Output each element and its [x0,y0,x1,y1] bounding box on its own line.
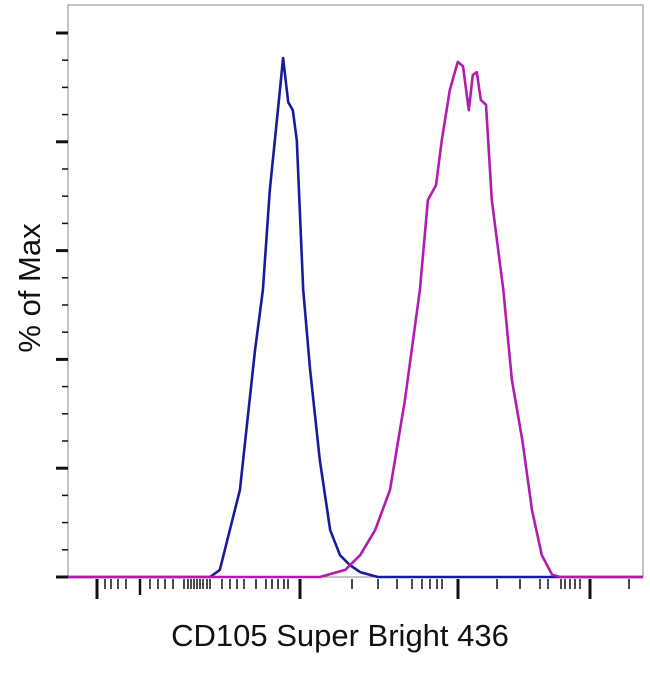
plot-frame [67,4,644,578]
histogram-series-2 [68,60,643,579]
x-axis-label: CD105 Super Bright 436 [171,618,509,653]
y-axis-label: % of Max [12,223,47,353]
histogram-series-1 [68,56,643,579]
